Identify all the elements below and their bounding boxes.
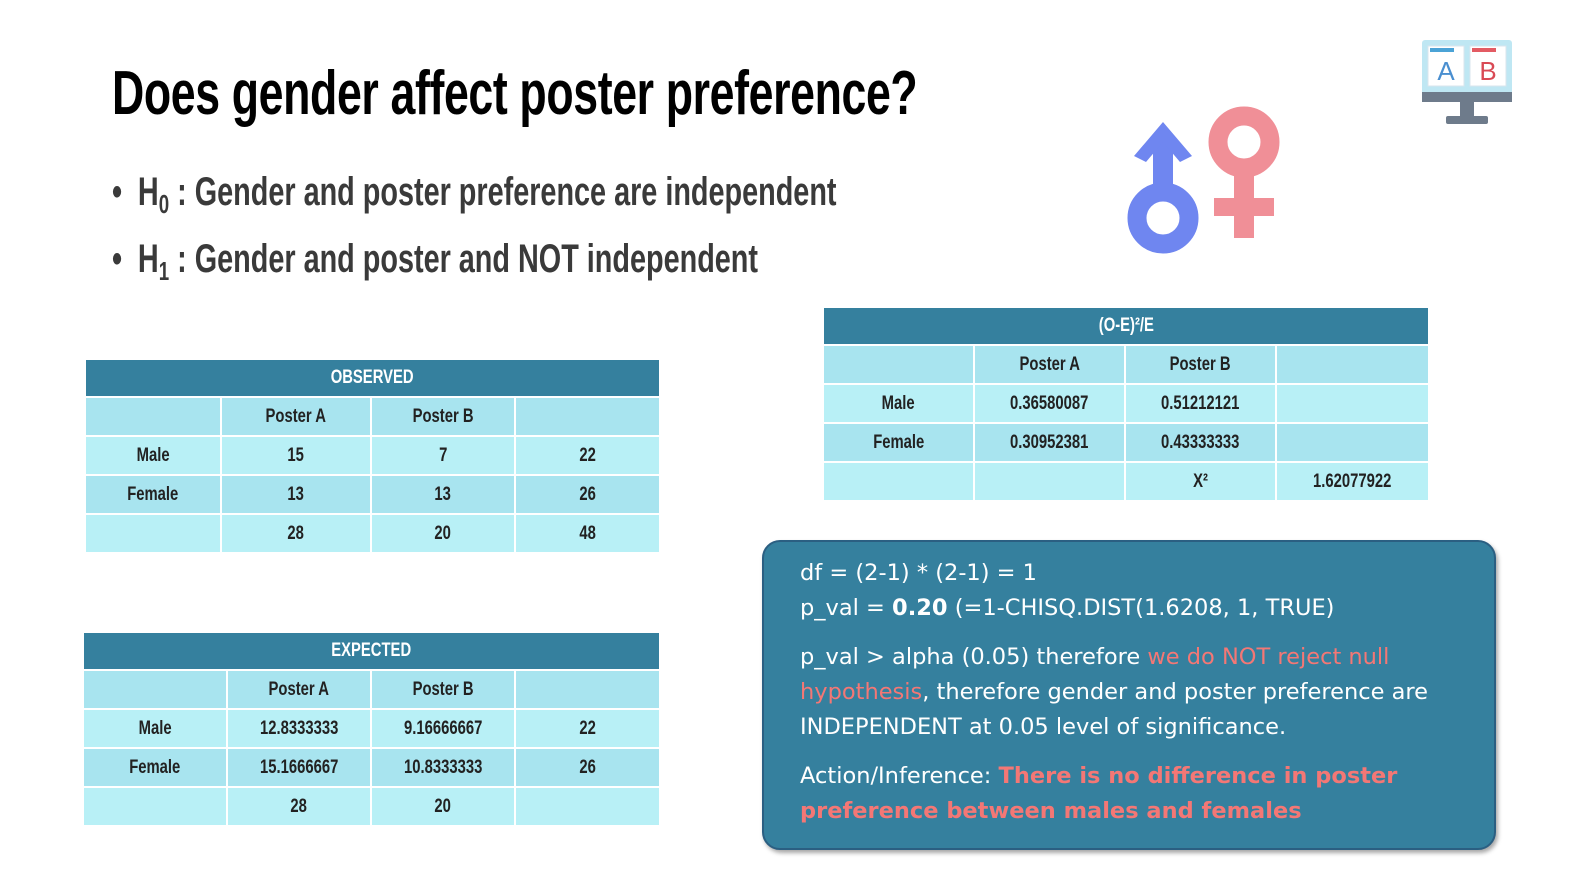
conclusion-prefix: p_val > alpha (0.05) therefore (800, 644, 1148, 670)
expected-table: EXPECTED Poster A Poster B Male 12.83333… (81, 631, 662, 827)
observed-title: OBSERVED (83, 358, 662, 398)
pval-value: 0.20 (892, 595, 948, 621)
table-cell: 7 (370, 435, 516, 476)
pval-line: p_val = 0.20 (=1-CHISQ.DIST(1.6208, 1, T… (800, 591, 1474, 626)
table-cell: 10.8333333 (370, 747, 516, 788)
row-label: Male (84, 435, 222, 476)
table-cell: 28 (226, 786, 372, 827)
table-cell: 0.51212121 (1124, 383, 1277, 424)
hypothesis-alternative: • H1 : Gender and poster and NOT independ… (112, 237, 758, 287)
table-cell (1274, 422, 1431, 463)
conclusion-highlight: we do NOT reject null hypothesis (800, 644, 1390, 705)
table-row: 28 20 (82, 786, 662, 827)
header-cell: Poster B (370, 396, 516, 437)
table-cell (513, 786, 662, 827)
table-row: Male 0.36580087 0.51212121 (822, 383, 1431, 424)
table-cell: 0.30952381 (973, 422, 1126, 463)
table-cell: 15.1666667 (226, 747, 372, 788)
row-label: Female (82, 747, 228, 788)
hypothesis-text: : Gender and poster and NOT independent (177, 237, 758, 281)
df-line: df = (2-1) * (2-1) = 1 (800, 560, 1037, 586)
table-cell: 28 (220, 513, 372, 554)
table-cell: 0.36580087 (973, 383, 1126, 424)
header-cell: Poster A (220, 396, 372, 437)
row-label: Male (82, 708, 228, 749)
table-row: Male 15 7 22 (84, 435, 662, 476)
chi-square-value: 1.62077922 (1274, 461, 1431, 502)
table-cell: 9.16666667 (370, 708, 516, 749)
results-box: df = (2-1) * (2-1) = 1 p_val = 0.20 (=1-… (762, 540, 1496, 850)
table-cell (973, 461, 1126, 502)
table-cell: 15 (220, 435, 372, 476)
action-line: Action/Inference: There is no difference… (800, 759, 1474, 829)
table-row: Female 0.30952381 0.43333333 (822, 422, 1431, 463)
ab-test-monitor-icon: A B (1422, 40, 1512, 124)
header-cell: Poster A (226, 669, 372, 710)
table-row: Female 13 13 26 (84, 474, 662, 515)
table-cell (1274, 383, 1431, 424)
observed-table: OBSERVED Poster A Poster B Male 15 7 22 … (83, 358, 662, 554)
pval-formula: (=1-CHISQ.DIST(1.6208, 1, TRUE) (947, 595, 1335, 621)
table-row: Female 15.1666667 10.8333333 26 (82, 747, 662, 788)
bullet-dot: • (112, 170, 123, 214)
table-row: Male 12.8333333 9.16666667 22 (82, 708, 662, 749)
hypothesis-subscript: 1 (158, 256, 170, 286)
table-cell: 0.43333333 (1124, 422, 1277, 463)
table-cell: 22 (513, 708, 662, 749)
table-cell: 20 (370, 786, 516, 827)
header-cell: Poster A (973, 344, 1126, 385)
chi-square-symbol: X² (1124, 461, 1277, 502)
row-label (82, 786, 228, 827)
table-row: 28 20 48 (84, 513, 662, 554)
table-cell: 20 (370, 513, 516, 554)
chi-square-title: (O-E)²/E (821, 306, 1431, 346)
female-symbol-icon (1208, 106, 1280, 238)
header-cell (822, 344, 975, 385)
table-cell: 48 (513, 513, 662, 554)
row-label (84, 513, 222, 554)
bullet-dot: • (112, 237, 123, 281)
row-label: Male (822, 383, 975, 424)
table-cell: 26 (513, 747, 662, 788)
header-cell (82, 669, 228, 710)
expected-title: EXPECTED (81, 631, 662, 671)
header-cell (513, 396, 662, 437)
table-row: X² 1.62077922 (822, 461, 1431, 502)
table-cell: 13 (220, 474, 372, 515)
ab-icon-a-label: A (1437, 56, 1455, 86)
row-label (822, 461, 975, 502)
gender-symbols-icon (1127, 106, 1280, 254)
conclusion-line: p_val > alpha (0.05) therefore we do NOT… (800, 640, 1474, 745)
male-symbol-icon (1127, 122, 1199, 254)
table-cell: 13 (370, 474, 516, 515)
row-label: Female (84, 474, 222, 515)
hypothesis-symbol: H (137, 237, 159, 281)
header-cell (513, 669, 662, 710)
hypothesis-null: • H0 : Gender and poster preference are i… (112, 170, 837, 220)
header-cell (84, 396, 222, 437)
hypothesis-symbol: H (137, 170, 159, 214)
action-highlight: There is no difference in poster prefere… (800, 763, 1398, 824)
pval-label: p_val = (800, 595, 893, 621)
ab-icon-b-label: B (1479, 56, 1496, 86)
slide-title: Does gender affect poster preference? (112, 59, 918, 128)
table-cell: 26 (513, 474, 662, 515)
hypothesis-text: : Gender and poster preference are indep… (177, 170, 837, 214)
table-cell: 12.8333333 (226, 708, 372, 749)
chi-square-table: (O-E)²/E Poster A Poster B Male 0.365800… (821, 306, 1431, 502)
header-cell: Poster B (370, 669, 516, 710)
hypothesis-subscript: 0 (158, 189, 170, 219)
header-cell (1274, 344, 1431, 385)
header-cell: Poster B (1124, 344, 1277, 385)
conclusion-suffix: , therefore gender and poster preference… (800, 679, 1429, 740)
table-cell: 22 (513, 435, 662, 476)
action-prefix: Action/Inference: (800, 763, 999, 789)
row-label: Female (822, 422, 975, 463)
